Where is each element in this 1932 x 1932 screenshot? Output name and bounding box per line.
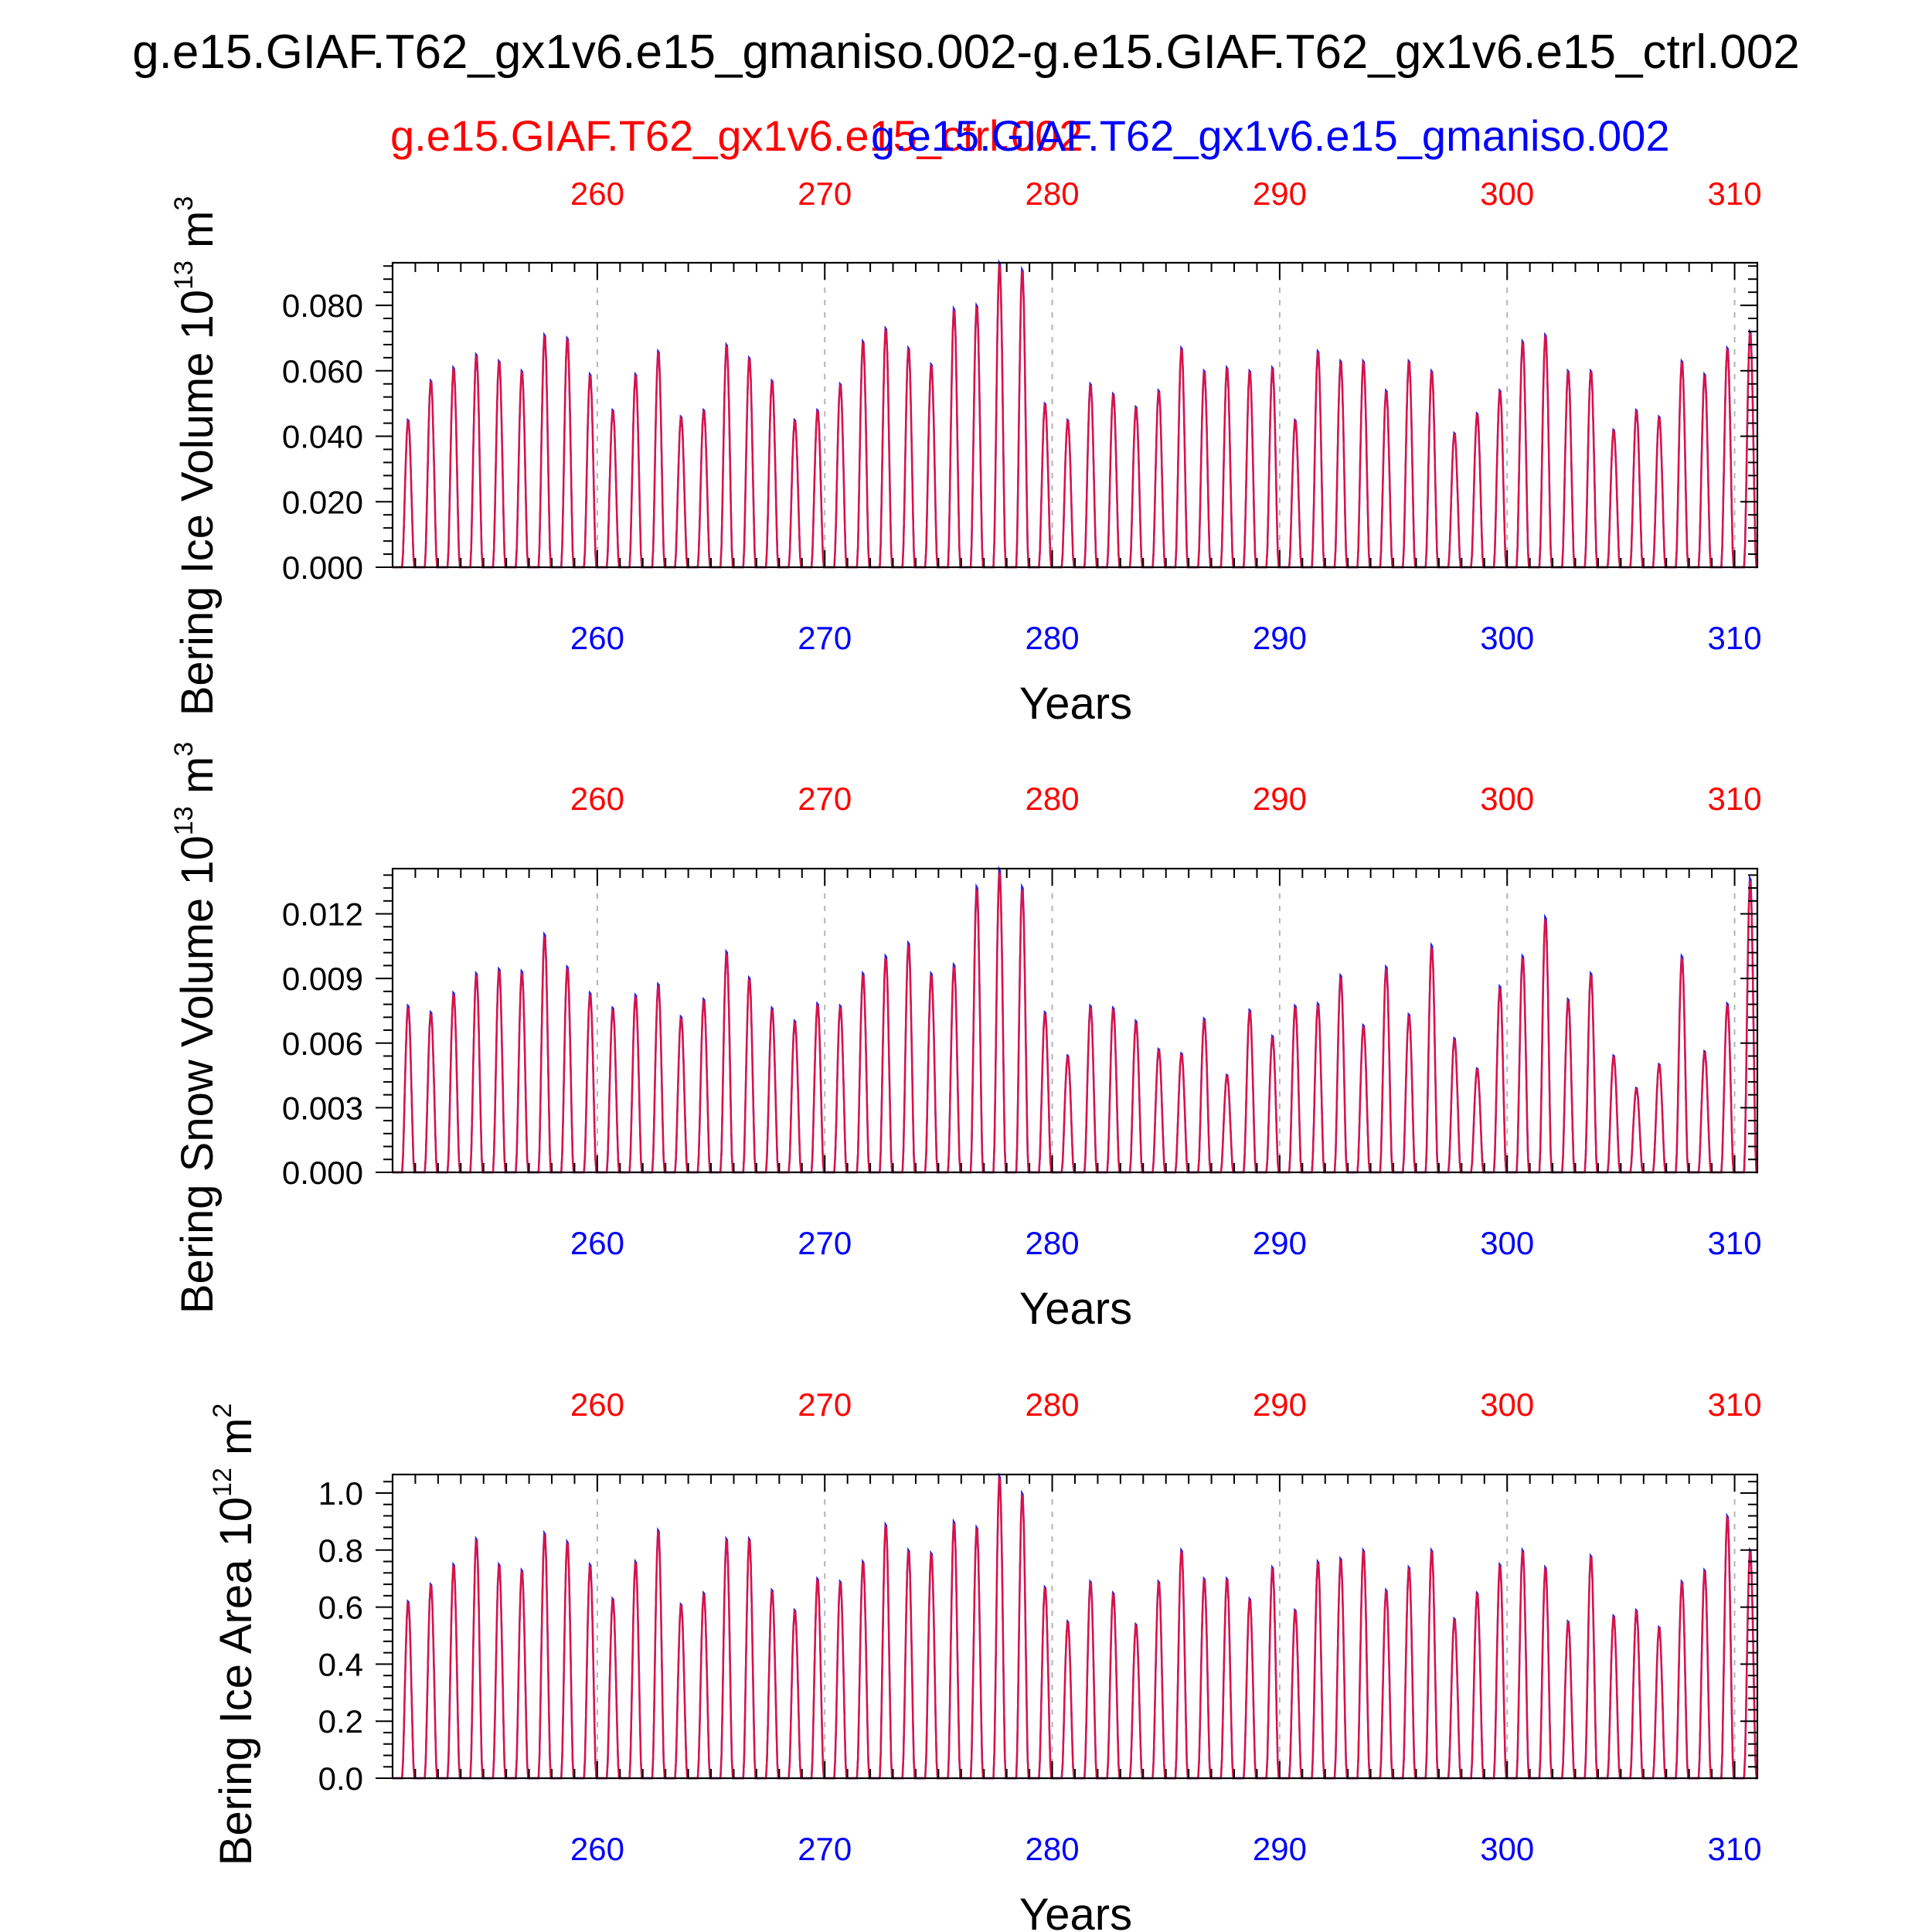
x-axis-label: Years xyxy=(1019,1284,1132,1334)
y-tick-label: 0.012 xyxy=(282,896,363,933)
y-tick-label: 0.2 xyxy=(318,1703,363,1740)
x-tick-label-bottom: 310 xyxy=(1708,620,1762,656)
x-tick-label-top: 300 xyxy=(1480,175,1534,212)
y-tick-label: 0.0 xyxy=(318,1760,363,1797)
legend-exp-label: g.e15.GIAF.T62_gx1v6.e15_gmaniso.002 xyxy=(871,111,1670,160)
x-tick-label-top: 260 xyxy=(570,175,624,212)
x-tick-label-top: 290 xyxy=(1253,781,1307,817)
y-tick-label: 0.4 xyxy=(318,1646,363,1682)
x-tick-label-bottom: 290 xyxy=(1253,1225,1307,1261)
y-tick-label: 0.8 xyxy=(318,1532,363,1569)
x-axis-label: Years xyxy=(1019,1889,1132,1932)
y-tick-label: 0.006 xyxy=(282,1026,363,1062)
y-tick-label: 0.003 xyxy=(282,1090,363,1126)
x-tick-label-bottom: 280 xyxy=(1026,1831,1080,1867)
y-tick-label: 0.000 xyxy=(282,1155,363,1191)
x-tick-label-top: 280 xyxy=(1026,1386,1080,1423)
x-tick-label-bottom: 300 xyxy=(1480,1831,1534,1867)
x-tick-label-bottom: 260 xyxy=(570,620,624,656)
x-tick-label-top: 270 xyxy=(798,1386,852,1423)
x-tick-label-top: 310 xyxy=(1708,781,1762,817)
panels: 0.000 0.020 0.040 0.060 0.080 260 260 270 270 280… xyxy=(169,175,1762,1932)
x-tick-label-bottom: 310 xyxy=(1708,1831,1762,1867)
x-tick-label-bottom: 260 xyxy=(570,1831,624,1867)
x-tick-label-top: 270 xyxy=(798,781,852,817)
y-tick-label: 1.0 xyxy=(318,1475,363,1512)
x-tick-label-bottom: 270 xyxy=(798,1831,852,1867)
x-tick-label-bottom: 280 xyxy=(1026,1225,1080,1261)
x-tick-label-top: 270 xyxy=(798,175,852,212)
x-tick-label-top: 280 xyxy=(1026,781,1080,817)
y-axis-label: Bering Ice Volume 1013 m3 xyxy=(169,196,223,716)
y-tick-label: 0.080 xyxy=(282,287,363,324)
x-tick-label-bottom: 270 xyxy=(798,1225,852,1261)
x-tick-label-bottom: 310 xyxy=(1708,1225,1762,1261)
x-tick-label-bottom: 300 xyxy=(1480,620,1534,656)
y-tick-label: 0.020 xyxy=(282,484,363,520)
y-tick-label: 0.009 xyxy=(282,961,363,997)
x-tick-label-top: 310 xyxy=(1708,175,1762,212)
x-tick-label-top: 310 xyxy=(1708,1386,1762,1423)
x-tick-label-top: 260 xyxy=(570,1386,624,1423)
chart-panel-1: 0.000 0.020 0.040 0.060 0.080 260 260 270 270 280… xyxy=(169,175,1762,729)
x-tick-label-bottom: 280 xyxy=(1026,620,1080,656)
y-tick-label: 0.060 xyxy=(282,353,363,389)
x-axis-label: Years xyxy=(1019,679,1132,729)
figure-title: g.e15.GIAF.T62_gx1v6.e15_gmaniso.002-g.e… xyxy=(132,26,1800,79)
x-tick-label-top: 280 xyxy=(1026,175,1080,212)
series-line-ctrl xyxy=(393,1475,1757,1780)
chart-panel-3: 0.0 0.2 0.4 0.6 0.8 1.0 260 260 270 270 280 280 290 2… xyxy=(208,1386,1762,1932)
x-tick-label-top: 290 xyxy=(1253,175,1307,212)
x-tick-label-top: 290 xyxy=(1253,1386,1307,1423)
x-tick-label-top: 300 xyxy=(1480,1386,1534,1423)
chart-panel-2: 0.000 0.003 0.006 0.009 0.012 260 260 270 270 280… xyxy=(169,742,1762,1334)
x-tick-label-top: 300 xyxy=(1480,781,1534,817)
y-axis-label: Bering Snow Volume 1013 m3 xyxy=(169,742,223,1314)
y-axis-label: Bering Ice Area 1012 m2 xyxy=(208,1403,261,1866)
y-tick-label: 0.040 xyxy=(282,419,363,455)
x-tick-label-bottom: 290 xyxy=(1253,1831,1307,1867)
y-tick-label: 0.000 xyxy=(282,549,363,586)
x-tick-label-top: 260 xyxy=(570,781,624,817)
y-tick-label: 0.6 xyxy=(318,1590,363,1626)
x-tick-label-bottom: 290 xyxy=(1253,620,1307,656)
x-tick-label-bottom: 300 xyxy=(1480,1225,1534,1261)
x-tick-label-bottom: 260 xyxy=(570,1225,624,1261)
legend-ctrl-label: g.e15.GIAF.T62_gx1v6.e15_ctrl.002 xyxy=(390,111,1083,160)
x-tick-label-bottom: 270 xyxy=(798,620,852,656)
